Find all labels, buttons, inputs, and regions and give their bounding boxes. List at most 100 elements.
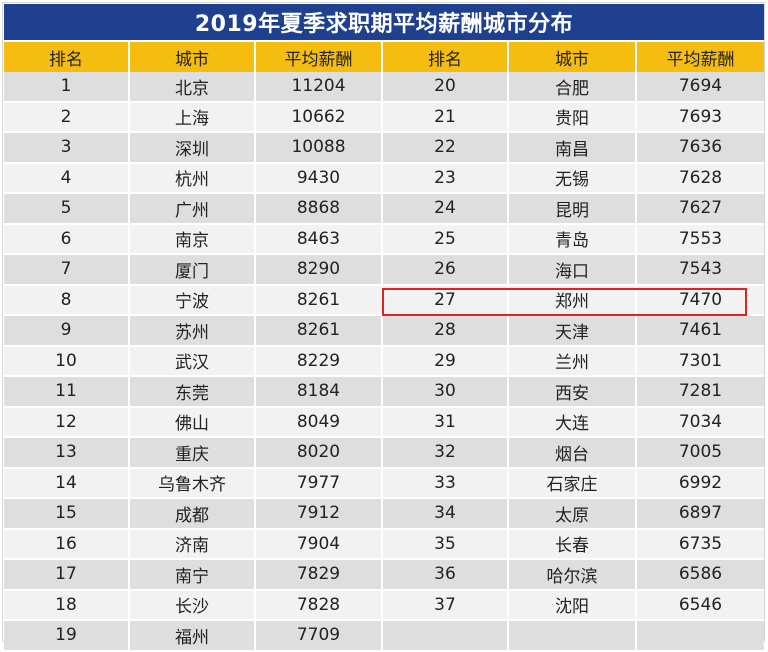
cell-salary: 6586 bbox=[636, 559, 764, 591]
cell-city: 厦门 bbox=[129, 254, 256, 286]
cell-city: 北京 bbox=[129, 72, 256, 103]
cell-salary: 7977 bbox=[255, 467, 383, 499]
cell-rank: 37 bbox=[382, 589, 509, 621]
header-city: 城市 bbox=[508, 42, 637, 72]
cell-salary: 7034 bbox=[636, 406, 764, 438]
cell-city: 兰州 bbox=[508, 345, 637, 377]
cell-rank: 16 bbox=[4, 528, 130, 560]
cell-city: 天津 bbox=[508, 315, 637, 347]
header-salary: 平均薪酬 bbox=[255, 42, 383, 72]
cell-rank: 5 bbox=[4, 193, 130, 225]
cell-salary: 8868 bbox=[255, 193, 383, 225]
cell-city: 贵阳 bbox=[508, 101, 637, 133]
cell-salary: 7461 bbox=[636, 315, 764, 347]
cell-city: 佛山 bbox=[129, 406, 256, 438]
cell-rank: 21 bbox=[382, 101, 509, 133]
cell-city: 太原 bbox=[508, 498, 637, 530]
cell-city: 乌鲁木齐 bbox=[129, 467, 256, 499]
cell-rank: 12 bbox=[4, 406, 130, 438]
table-row: 14 乌鲁木齐 7977 33 石家庄 6992 bbox=[4, 467, 764, 499]
cell-salary: 8229 bbox=[255, 345, 383, 377]
cell-rank: 20 bbox=[382, 72, 509, 103]
table-row: 6 南京 8463 25 青岛 7553 bbox=[4, 223, 764, 255]
cell-rank: 29 bbox=[382, 345, 509, 377]
table-row: 12 佛山 8049 31 大连 7034 bbox=[4, 406, 764, 438]
cell-city: 重庆 bbox=[129, 437, 256, 469]
table-row: 17 南宁 7829 36 哈尔滨 6586 bbox=[4, 559, 764, 591]
table-row: 1 北京 11204 20 合肥 7694 bbox=[4, 72, 764, 103]
cell-rank: 10 bbox=[4, 345, 130, 377]
cell-city: 郑州 bbox=[508, 284, 637, 316]
cell-rank: 32 bbox=[382, 437, 509, 469]
cell-city: 沈阳 bbox=[508, 589, 637, 621]
header-salary: 平均薪酬 bbox=[636, 42, 764, 72]
cell-rank: 25 bbox=[382, 223, 509, 255]
cell-salary: 7627 bbox=[636, 193, 764, 225]
cell-salary: 6897 bbox=[636, 498, 764, 530]
cell-city: 东莞 bbox=[129, 376, 256, 408]
cell-salary: 7636 bbox=[636, 132, 764, 164]
table-row: 11 东莞 8184 30 西安 7281 bbox=[4, 376, 764, 408]
table-row: 8 宁波 8261 27 郑州 7470 bbox=[4, 284, 764, 316]
cell-rank: 11 bbox=[4, 376, 130, 408]
header-rank: 排名 bbox=[382, 42, 509, 72]
cell-salary: 7904 bbox=[255, 528, 383, 560]
cell-rank: 6 bbox=[4, 223, 130, 255]
cell-rank: 19 bbox=[4, 620, 130, 652]
cell-city: 青岛 bbox=[508, 223, 637, 255]
table-row: 9 苏州 8261 28 天津 7461 bbox=[4, 315, 764, 347]
header-row: 排名 城市 平均薪酬 排名 城市 平均薪酬 bbox=[4, 42, 764, 72]
cell-salary: 8184 bbox=[255, 376, 383, 408]
cell-city: 苏州 bbox=[129, 315, 256, 347]
cell-salary: 8261 bbox=[255, 315, 383, 347]
cell-city: 武汉 bbox=[129, 345, 256, 377]
cell-city: 长春 bbox=[508, 528, 637, 560]
cell-city: 南宁 bbox=[129, 559, 256, 591]
cell-city: 昆明 bbox=[508, 193, 637, 225]
cell-city: 长沙 bbox=[129, 589, 256, 621]
cell-salary: 11204 bbox=[255, 72, 383, 103]
cell-city: 石家庄 bbox=[508, 467, 637, 499]
table-row: 7 厦门 8290 26 海口 7543 bbox=[4, 254, 764, 286]
cell-rank: 24 bbox=[382, 193, 509, 225]
cell-city: 上海 bbox=[129, 101, 256, 133]
cell-rank: 33 bbox=[382, 467, 509, 499]
cell-salary: 8261 bbox=[255, 284, 383, 316]
cell-city: 海口 bbox=[508, 254, 637, 286]
cell-salary: 7829 bbox=[255, 559, 383, 591]
table-row: 5 广州 8868 24 昆明 7627 bbox=[4, 193, 764, 225]
cell-city: 合肥 bbox=[508, 72, 637, 103]
cell-salary: 10088 bbox=[255, 132, 383, 164]
cell-salary: 7005 bbox=[636, 437, 764, 469]
cell-salary: 6546 bbox=[636, 589, 764, 621]
cell-city: 成都 bbox=[129, 498, 256, 530]
cell-salary: 7693 bbox=[636, 101, 764, 133]
cell-rank: 27 bbox=[382, 284, 509, 316]
table-row: 10 武汉 8229 29 兰州 7301 bbox=[4, 345, 764, 377]
cell-salary: 8290 bbox=[255, 254, 383, 286]
cell-rank: 7 bbox=[4, 254, 130, 286]
cell-rank bbox=[382, 620, 509, 652]
cell-rank: 36 bbox=[382, 559, 509, 591]
cell-city: 广州 bbox=[129, 193, 256, 225]
cell-rank: 2 bbox=[4, 101, 130, 133]
cell-salary: 6992 bbox=[636, 467, 764, 499]
cell-city: 宁波 bbox=[129, 284, 256, 316]
table-row: 13 重庆 8020 32 烟台 7005 bbox=[4, 437, 764, 469]
table-row: 3 深圳 10088 22 南昌 7636 bbox=[4, 132, 764, 164]
cell-salary: 8049 bbox=[255, 406, 383, 438]
cell-salary: 7553 bbox=[636, 223, 764, 255]
cell-city: 南京 bbox=[129, 223, 256, 255]
cell-salary: 8463 bbox=[255, 223, 383, 255]
cell-rank: 17 bbox=[4, 559, 130, 591]
cell-salary: 9430 bbox=[255, 162, 383, 194]
header-city: 城市 bbox=[129, 42, 256, 72]
page-title: 2019年夏季求职期平均薪酬城市分布 bbox=[4, 4, 764, 40]
cell-rank: 15 bbox=[4, 498, 130, 530]
cell-rank: 34 bbox=[382, 498, 509, 530]
cell-rank: 31 bbox=[382, 406, 509, 438]
cell-rank: 9 bbox=[4, 315, 130, 347]
cell-city: 济南 bbox=[129, 528, 256, 560]
cell-city: 哈尔滨 bbox=[508, 559, 637, 591]
cell-rank: 3 bbox=[4, 132, 130, 164]
